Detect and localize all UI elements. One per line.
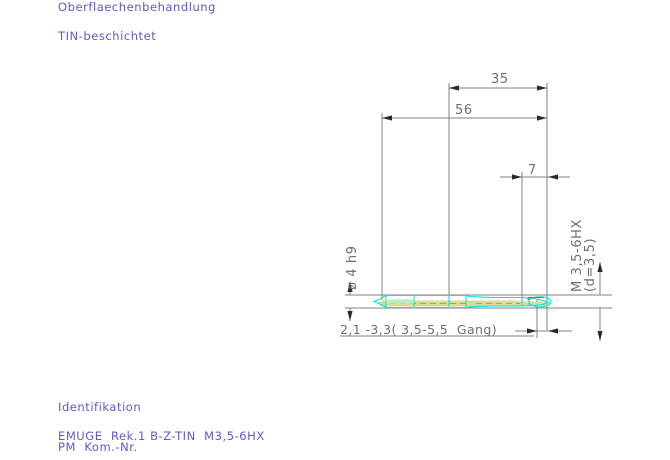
dimension-value-shank-to-tip: 35 (491, 72, 509, 87)
dimension-value-overall-length: 56 (455, 103, 473, 118)
part-profile-top (378, 294, 515, 300)
dimension-value-shank-diameter: ø 4 h9 (345, 245, 360, 290)
dimension-value-thread-core: (d=3,5) (583, 237, 598, 292)
dimension-value-chamfer-note: 2,1 -3,3( 3,5-5,5 Gang) (340, 322, 497, 337)
part-left-point (372, 298, 380, 305)
label-surface-treatment-value: TIN-beschichtet (58, 29, 157, 43)
label-identification-line1: EMUGE Rek.1 B-Z-TIN M3,5-6HX (58, 429, 265, 443)
dimension-value-thread-length: 7 (528, 163, 537, 178)
label-surface-treatment-heading: Oberflaechenbehandlung (58, 0, 216, 14)
part-tip-highlight (527, 296, 544, 300)
part-flute-tint (386, 299, 414, 304)
part-thread-lobe (515, 296, 550, 307)
part-outline-group (372, 294, 552, 309)
label-identification-heading: Identifikation (58, 400, 142, 414)
label-identification-line2: PM Kom.-Nr. (58, 440, 138, 454)
